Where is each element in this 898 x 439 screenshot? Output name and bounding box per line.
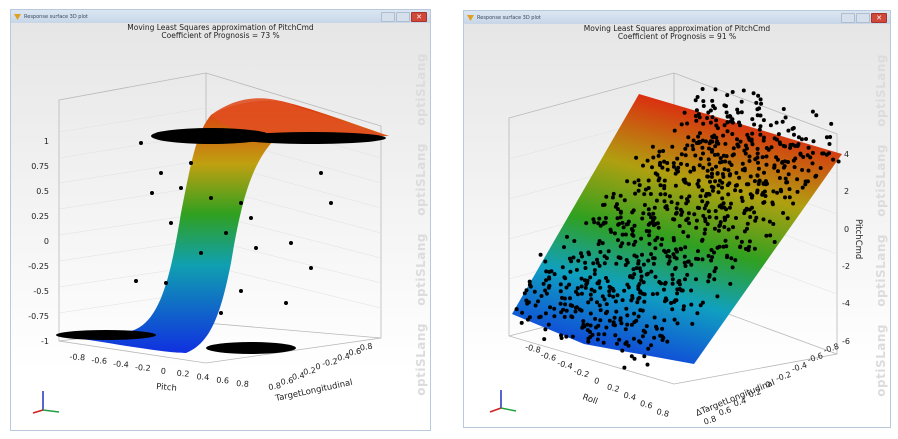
svg-text:-0.6: -0.6 — [345, 347, 362, 359]
svg-text:0.6: 0.6 — [280, 376, 294, 387]
plot-title: Moving Least Squares approximation of Pi… — [11, 24, 430, 40]
svg-text:0.4: 0.4 — [196, 372, 209, 382]
svg-text:1: 1 — [44, 137, 49, 146]
svg-text:-0.6: -0.6 — [91, 356, 107, 366]
svg-text:0: 0 — [44, 237, 49, 246]
svg-text:0: 0 — [315, 362, 322, 372]
close-button[interactable]: ✕ — [871, 13, 887, 23]
svg-text:-0.4: -0.4 — [334, 352, 351, 364]
svg-text:0.25: 0.25 — [31, 212, 49, 221]
y-axis-ticks: 0.8 0.6 0.4 0.2 0 -0.2 -0.4 -0.6 -0.8 — [268, 342, 374, 393]
z-axis-label: PitchCmd — [853, 219, 863, 259]
axes-orientation-icon — [489, 390, 517, 413]
svg-text:0.8: 0.8 — [656, 407, 671, 419]
svg-text:-0.8: -0.8 — [356, 342, 373, 354]
response-surface-window-left: Response surface 3D plot ✕ Moving Least … — [10, 9, 431, 431]
window-title: Response surface 3D plot — [477, 14, 541, 21]
svg-text:0.2: 0.2 — [606, 382, 621, 394]
svg-text:-2: -2 — [842, 262, 850, 271]
plot-title: Moving Least Squares approximation of Pi… — [464, 25, 890, 41]
titlebar[interactable]: Response surface 3D plot ✕ — [11, 10, 430, 23]
svg-text:-0.5: -0.5 — [33, 287, 49, 296]
svg-text:-0.4: -0.4 — [556, 359, 573, 372]
svg-text:0: 0 — [764, 380, 772, 390]
svg-text:0: 0 — [593, 376, 600, 386]
svg-text:0.4: 0.4 — [732, 396, 747, 408]
svg-text:-0.4: -0.4 — [113, 359, 129, 369]
svg-text:-0.6: -0.6 — [807, 351, 825, 364]
plot-title-line2: Coefficient of Prognosis = 91 % — [617, 32, 737, 41]
svg-text:-1: -1 — [41, 337, 49, 346]
titlebar[interactable]: Response surface 3D plot ✕ — [464, 11, 890, 24]
svg-text:-0.2: -0.2 — [135, 363, 151, 373]
svg-text:0.2: 0.2 — [176, 369, 189, 379]
svg-text:0: 0 — [160, 367, 166, 376]
x-axis-ticks: -0.8 -0.6 -0.4 -0.2 0 0.2 0.4 0.6 0.8 — [69, 352, 249, 389]
y-axis-ticks: 0.8 0.6 0.4 0.2 0 -0.2 -0.4 -0.6 -0.8 — [703, 342, 840, 427]
svg-text:2: 2 — [844, 187, 849, 196]
x-axis-label: Roll — [581, 392, 599, 407]
svg-text:-0.2: -0.2 — [321, 357, 338, 369]
svg-text:4: 4 — [844, 150, 849, 159]
svg-text:-0.75: -0.75 — [28, 312, 49, 321]
svg-text:-0.2: -0.2 — [573, 367, 590, 380]
svg-text:0.8: 0.8 — [236, 379, 249, 389]
minimize-button[interactable] — [841, 13, 855, 23]
svg-text:-0.6: -0.6 — [540, 350, 557, 363]
response-surface — [61, 98, 389, 354]
svg-text:0: 0 — [844, 225, 849, 234]
z-axis-ticks: 4 2 0 -2 -4 -6 — [842, 150, 850, 346]
svg-text:-0.8: -0.8 — [69, 352, 85, 362]
response-surface-window-right: Response surface 3D plot ✕ Moving Least … — [463, 10, 891, 428]
app-icon — [467, 14, 474, 21]
svg-text:0.6: 0.6 — [718, 405, 733, 417]
surface-plot-left[interactable]: 1 0.75 0.5 0.25 0 -0.25 -0.5 -0.75 -1 -0… — [11, 23, 431, 431]
plot-title-line1: Moving Least Squares approximation of Pi… — [127, 23, 314, 32]
plot-title-line2: Coefficient of Prognosis = 73 % — [161, 31, 280, 40]
minimize-button[interactable] — [381, 12, 395, 22]
maximize-button[interactable] — [856, 13, 870, 23]
svg-text:0.8: 0.8 — [703, 414, 718, 426]
x-axis-ticks: -0.8 -0.6 -0.4 -0.2 0 0.2 0.4 0.6 0.8 — [524, 342, 671, 419]
plot-area[interactable]: Moving Least Squares approximation of Pi… — [464, 24, 890, 427]
svg-text:0.2: 0.2 — [303, 366, 317, 377]
svg-text:-6: -6 — [842, 337, 850, 346]
y-axis-label: ΔTargetLongitudinal — [694, 378, 776, 419]
svg-text:0.8: 0.8 — [268, 381, 282, 392]
svg-text:-0.8: -0.8 — [524, 342, 541, 355]
plot-area[interactable]: Moving Least Squares approximation of Pi… — [11, 23, 430, 430]
svg-text:0.6: 0.6 — [639, 399, 654, 411]
sample-points — [56, 128, 386, 354]
svg-text:0.4: 0.4 — [623, 391, 638, 403]
window-title: Response surface 3D plot — [24, 13, 88, 20]
svg-text:0.6: 0.6 — [216, 376, 229, 386]
svg-text:0.75: 0.75 — [31, 162, 49, 171]
z-axis-ticks: 1 0.75 0.5 0.25 0 -0.25 -0.5 -0.75 -1 — [28, 137, 49, 346]
svg-text:-4: -4 — [842, 299, 850, 308]
plot-title-line1: Moving Least Squares approximation of Pi… — [583, 24, 771, 33]
maximize-button[interactable] — [396, 12, 410, 22]
svg-text:-0.2: -0.2 — [775, 370, 793, 383]
svg-text:0.2: 0.2 — [747, 387, 762, 399]
svg-text:0.4: 0.4 — [291, 371, 305, 382]
svg-text:0.5: 0.5 — [36, 187, 49, 196]
svg-text:-0.25: -0.25 — [28, 262, 49, 271]
x-axis-label: Pitch — [156, 382, 177, 394]
app-icon — [14, 13, 21, 20]
surface-plot-right[interactable]: 4 2 0 -2 -4 -6 PitchCmd -0.8 -0.6 -0.4 -… — [464, 24, 891, 428]
axes-orientation-icon — [32, 391, 60, 414]
close-button[interactable]: ✕ — [411, 12, 427, 22]
svg-text:-0.4: -0.4 — [791, 361, 809, 374]
sample-points — [514, 87, 841, 370]
